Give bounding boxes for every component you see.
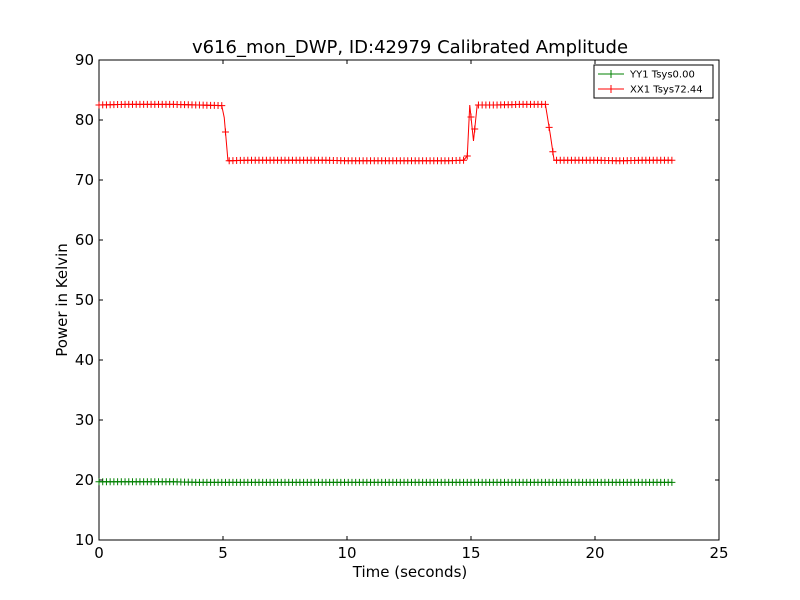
- x-tick-label: 20: [585, 544, 604, 562]
- series-markers-1: [95, 100, 676, 165]
- y-tick-label: 10: [75, 531, 94, 549]
- legend-swatch-marker: [607, 85, 615, 93]
- data-point: [463, 152, 471, 160]
- legend-swatch-marker: [607, 70, 615, 78]
- legend-label: XX1 Tsys72.44: [630, 85, 703, 96]
- y-tick-label: 90: [75, 51, 94, 69]
- data-point: [545, 123, 553, 131]
- y-tick-label: 50: [75, 291, 94, 309]
- plot-area: [98, 59, 720, 541]
- data-point: [668, 478, 676, 486]
- y-axis: 10 20 30 40 50 60 70 80 90: [75, 51, 719, 549]
- x-tick-label: 25: [709, 544, 728, 562]
- data-point: [218, 102, 226, 110]
- x-tick-label: 5: [218, 544, 228, 562]
- y-tick-label: 60: [75, 231, 94, 249]
- x-tick-label: 10: [337, 544, 356, 562]
- x-tick-label: 15: [461, 544, 480, 562]
- data-point: [467, 113, 475, 121]
- x-axis: 0 5 10 15 20 25: [94, 60, 729, 562]
- chart-title: v616_mon_DWP, ID:42979 Calibrated Amplit…: [192, 37, 628, 58]
- y-tick-label: 20: [75, 471, 94, 489]
- y-tick-label: 70: [75, 171, 94, 189]
- data-point: [460, 156, 468, 164]
- x-tick-label: 0: [94, 544, 104, 562]
- x-axis-label: Time (seconds): [352, 563, 468, 581]
- legend-label: YY1 Tsys0.00: [629, 70, 695, 81]
- y-tick-label: 30: [75, 411, 94, 429]
- data-point: [471, 125, 479, 133]
- legend: YY1 Tsys0.00 XX1 Tsys72.44: [593, 64, 714, 99]
- data-point: [668, 156, 676, 164]
- data-point: [541, 100, 549, 108]
- legend-box: [593, 64, 714, 99]
- data-point: [221, 128, 229, 136]
- y-tick-label: 80: [75, 111, 94, 129]
- data-point: [549, 148, 557, 156]
- series-layer: [95, 100, 676, 486]
- y-tick-label: 40: [75, 351, 94, 369]
- series-markers-0: [95, 478, 676, 486]
- y-axis-label: Power in Kelvin: [53, 243, 71, 357]
